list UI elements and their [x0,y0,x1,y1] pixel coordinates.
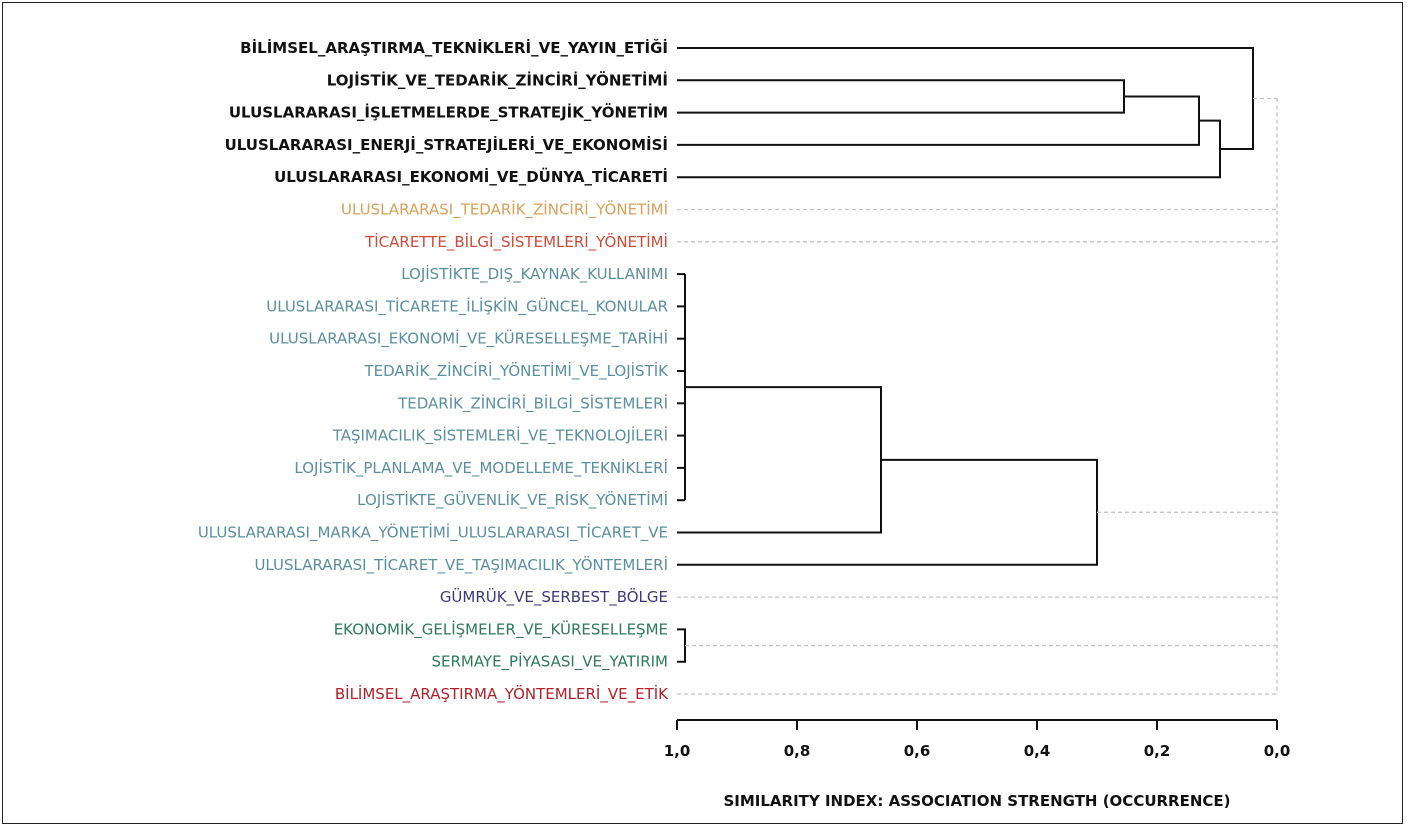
leaf-label: ULUSLARARASI_MARKA_YÖNETİMİ_ULUSLARARASI… [198,523,668,543]
merge-link [677,386,882,534]
merge-link [677,628,686,663]
leaf-label: BİLİMSEL_ARAŞTIRMA_TEKNİKLERİ_VE_YAYIN_E… [240,38,668,57]
leaf-label: ULUSLARARASI_TEDARİK_ZİNCİRİ_YÖNETİMİ [341,200,668,220]
x-axis: 1,0 0,8 0,6 0,4 0,2 0,0 [664,719,1291,760]
leaf-label: BİLİMSEL_ARAŞTIRMA_YÖNTEMLERİ_VE_ETİK [335,684,669,704]
leaf-label: TİCARETTE_BİLGİ_SİSTEMLERİ_YÖNETİMİ [364,232,668,252]
leaf-labels: BİLİMSEL_ARAŞTIRMA_TEKNİKLERİ_VE_YAYIN_E… [198,38,669,704]
merge-link [677,79,1125,114]
leaf-label: ULUSLARARASI_TİCARET_VE_TAŞIMACILIK_YÖNT… [254,555,668,575]
leaf-label: LOJİSTİK_VE_TEDARİK_ZİNCİRİ_YÖNETİMİ [327,70,668,89]
leaf-label: TEDARİK_ZİNCİRİ_YÖNETİMİ_VE_LOJİSTİK [364,361,670,381]
leaf-label: GÜMRÜK_VE_SERBEST_BÖLGE [440,587,668,607]
dendrogram-links [677,47,1278,695]
x-tick-label: 0,8 [784,742,811,760]
leaf-label: LOJİSTİKTE_DIŞ_KAYNAK_KULLANIMI [401,264,668,284]
x-tick-label: 0,6 [904,742,931,760]
leaf-label: LOJİSTİKTE_GÜVENLİK_VE_RİSK_YÖNETİMİ [357,490,668,510]
leaf-label: ULUSLARARASI_ENERJİ_STRATEJİLERİ_VE_EKON… [225,135,668,154]
leaf-label: TEDARİK_ZİNCİRİ_BİLGİ_SİSTEMLERİ [397,393,668,413]
leaf-label: ULUSLARARASI_EKONOMİ_VE_KÜRESELLEŞME_TAR… [269,329,668,349]
leaf-label: EKONOMİK_GELİŞMELER_VE_KÜRESELLEŞME [334,619,668,639]
leaf-label: TAŞIMACILIK_SİSTEMLERİ_VE_TEKNOLOJİLERİ [332,426,668,446]
leaf-label: ULUSLARARASI_İŞLETMELERDE_STRATEJİK_YÖNE… [229,103,668,122]
leaf-label: ULUSLARARASI_EKONOMİ_VE_DÜNYA_TİCARETİ [274,167,668,186]
merge-link [677,47,1254,150]
x-tick-label: 1,0 [664,742,691,760]
leaf-label: SERMAYE_PİYASASI_VE_YATIRIM [431,652,668,672]
leaf-label: LOJİSTİK_PLANLAMA_VE_MODELLEME_TEKNİKLER… [294,458,668,478]
merge-link [677,119,1221,179]
merge-link [677,458,1098,566]
x-tick-label: 0,2 [1144,742,1171,760]
leaf-label: ULUSLARARASI_TİCARETE_İLİŞKİN_GÜNCEL_KON… [266,296,668,316]
x-tick-label: 0,0 [1264,742,1291,760]
merge-link [677,95,1200,146]
x-axis-label: SIMILARITY INDEX: ASSOCIATION STRENGTH (… [723,792,1230,810]
x-tick-label: 0,4 [1024,742,1051,760]
